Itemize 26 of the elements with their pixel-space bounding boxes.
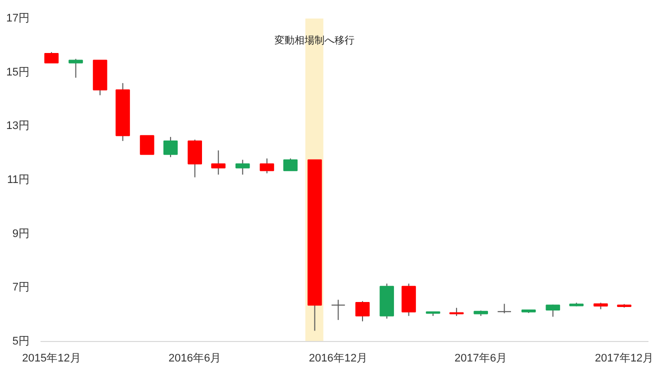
y-tick-label: 13円 — [6, 120, 30, 132]
candlestick — [355, 300, 370, 322]
y-tick-label: 9円 — [12, 228, 30, 240]
candlestick — [44, 52, 59, 64]
y-tick-label: 17円 — [6, 12, 30, 24]
y-tick-label: 15円 — [6, 66, 30, 78]
candlestick — [68, 58, 83, 78]
band-label: 変動相場制へ移行 — [274, 34, 354, 47]
candlestick — [546, 304, 560, 318]
x-tick-label: 2016年12月 — [308, 352, 368, 364]
y-tick-label: 7円 — [12, 282, 30, 294]
x-tick-label: 2017年6月 — [454, 352, 508, 364]
candlestick — [235, 159, 250, 176]
x-tick-label: 2015年12月 — [22, 352, 81, 364]
candlestick — [260, 158, 274, 174]
x-tick-label: 2016年6月 — [168, 352, 222, 364]
y-tick-label: 5円 — [12, 336, 30, 348]
candlestick — [497, 303, 512, 314]
x-tick-label: 2017年12月 — [594, 352, 654, 364]
candlestick — [163, 136, 178, 158]
candlestick — [211, 150, 226, 176]
candlestick — [283, 158, 298, 172]
candlestick — [188, 139, 202, 178]
candlestick — [140, 135, 154, 155]
candlestick — [331, 299, 346, 320]
y-tick-label: 11円 — [7, 174, 30, 186]
